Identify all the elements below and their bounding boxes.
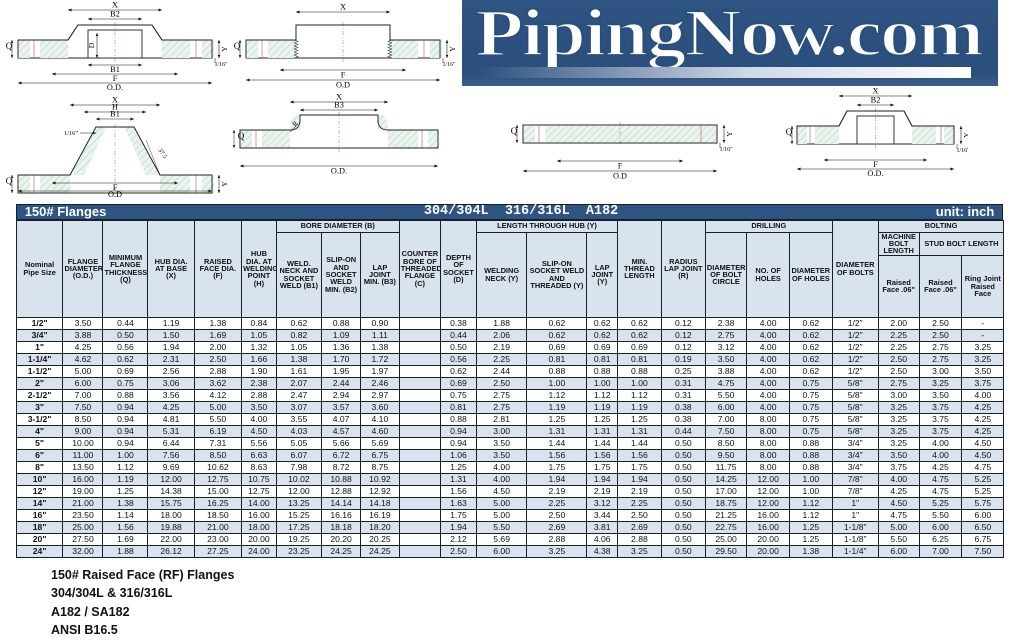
- svg-text:1/16": 1/16": [214, 62, 228, 68]
- svg-text:Q: Q: [786, 127, 793, 137]
- svg-text:Q: Q: [511, 126, 518, 136]
- svg-text:O.D: O.D: [613, 172, 627, 181]
- svg-text:Y: Y: [448, 46, 457, 52]
- svg-text:B3: B3: [334, 101, 344, 110]
- svg-text:O.D: O.D: [336, 81, 350, 90]
- svg-text:O.D.: O.D.: [331, 167, 347, 176]
- svg-text:Q: Q: [6, 41, 13, 51]
- svg-text:X: X: [112, 1, 118, 10]
- svg-text:F: F: [341, 71, 346, 80]
- svg-text:1/16": 1/16": [64, 130, 78, 137]
- svg-text:1/16": 1/16": [719, 147, 733, 153]
- svg-text:Q: Q: [234, 41, 241, 51]
- svg-text:F: F: [873, 160, 878, 169]
- svg-text:1/16": 1/16": [956, 148, 968, 154]
- svg-text:B2: B2: [871, 96, 881, 105]
- svg-text:O.D: O.D: [108, 190, 122, 197]
- svg-text:B2: B2: [110, 10, 120, 19]
- svg-text:D: D: [87, 42, 96, 48]
- svg-text:B1: B1: [110, 110, 120, 119]
- svg-text:F: F: [618, 162, 623, 171]
- svg-text:Y: Y: [962, 132, 968, 138]
- svg-text:Q: Q: [238, 131, 245, 141]
- svg-text:X: X: [873, 87, 879, 96]
- svg-text:Y: Y: [220, 181, 229, 187]
- svg-text:37.5: 37.5: [156, 147, 168, 160]
- svg-text:Y: Y: [725, 131, 734, 137]
- svg-text:Q: Q: [6, 176, 13, 186]
- svg-text:B1: B1: [110, 65, 120, 74]
- svg-text:X: X: [340, 3, 346, 12]
- svg-text:O.D.: O.D.: [867, 169, 883, 178]
- svg-text:1/16": 1/16": [442, 62, 456, 68]
- svg-text:F: F: [113, 74, 118, 83]
